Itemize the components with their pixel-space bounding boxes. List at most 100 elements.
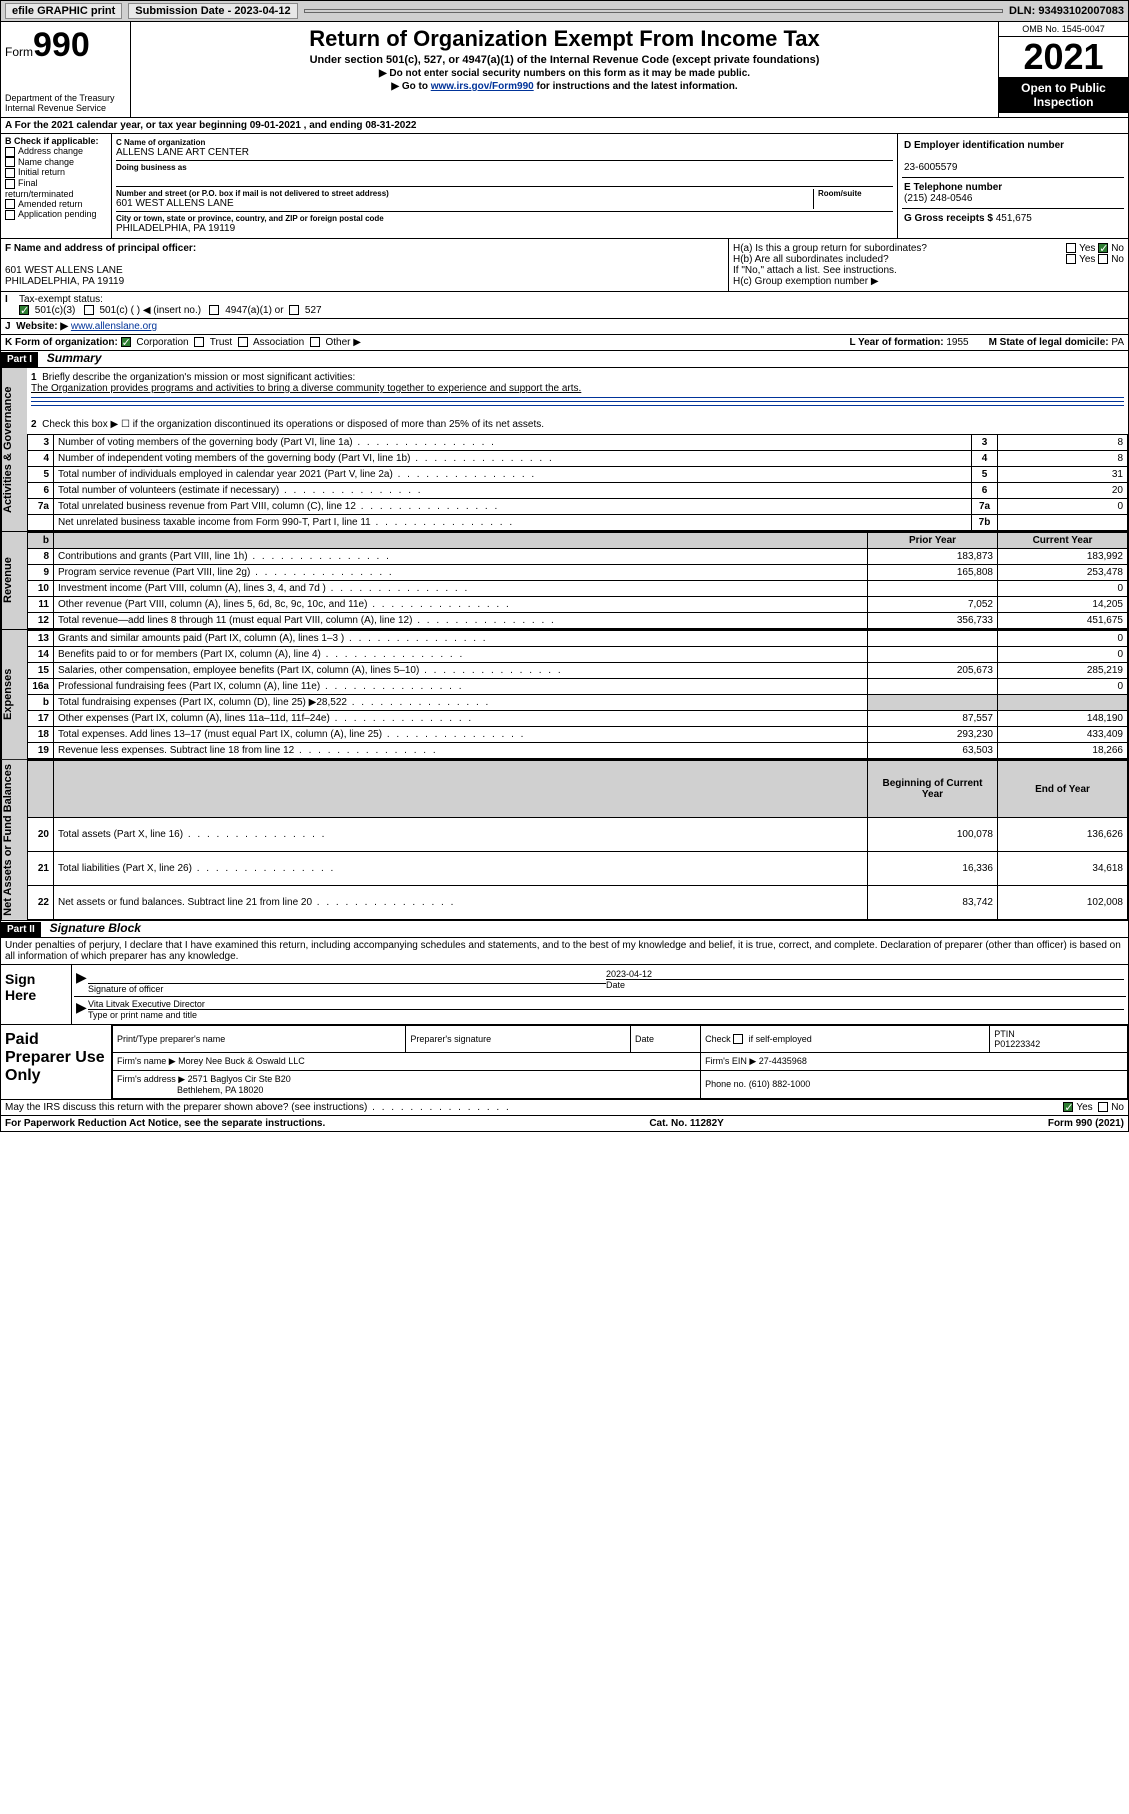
ein-label: D Employer identification number bbox=[904, 140, 1064, 151]
firm-addr-cell: Firm's address ▶ 2571 Baglyos Cir Ste B2… bbox=[113, 1070, 701, 1098]
checkbox-initial-return[interactable] bbox=[5, 168, 15, 178]
checkbox-name-change[interactable] bbox=[5, 157, 15, 167]
checkbox-trust[interactable] bbox=[194, 337, 204, 347]
line-curr bbox=[998, 695, 1128, 711]
line-num: 15 bbox=[28, 663, 54, 679]
line-val: 8 bbox=[998, 451, 1128, 467]
firm-ein-cell: Firm's EIN ▶ 27-4435968 bbox=[701, 1052, 1128, 1070]
header-mid: Return of Organization Exempt From Incom… bbox=[131, 22, 998, 117]
line-num: 9 bbox=[28, 565, 54, 581]
hb-yes-label: Yes bbox=[1079, 254, 1095, 265]
ha-yn: Yes No bbox=[1066, 243, 1124, 254]
hdr-spacer bbox=[54, 761, 868, 818]
section-h: H(a) Is this a group return for subordin… bbox=[728, 239, 1128, 291]
checkbox-address-change[interactable] bbox=[5, 147, 15, 157]
prep-h1: Print/Type preparer's name bbox=[113, 1025, 406, 1052]
city-label: City or town, state or province, country… bbox=[116, 214, 893, 223]
line-desc: Contributions and grants (Part VIII, lin… bbox=[54, 549, 868, 565]
sign-here-block: Sign Here ▶ Signature of officer 2023-04… bbox=[0, 965, 1129, 1025]
checkbox-501c3[interactable] bbox=[19, 305, 29, 315]
dln-label: DLN: 93493102007083 bbox=[1009, 5, 1124, 17]
discuss-no-checkbox[interactable] bbox=[1098, 1102, 1108, 1112]
opt-other: Other ▶ bbox=[325, 337, 360, 348]
line-box: 5 bbox=[972, 467, 998, 483]
checkbox-other[interactable] bbox=[310, 337, 320, 347]
hdr-begin: Beginning of Current Year bbox=[868, 761, 998, 818]
netassets-table: Beginning of Current Year End of Year20 … bbox=[27, 760, 1128, 920]
hb-yn: Yes No bbox=[1066, 254, 1124, 265]
discuss-text: May the IRS discuss this return with the… bbox=[5, 1102, 511, 1113]
efile-print-button[interactable]: efile GRAPHIC print bbox=[5, 3, 122, 19]
header-right: OMB No. 1545-0047 2021 Open to Public In… bbox=[998, 22, 1128, 117]
tax-year: 2021 bbox=[999, 37, 1128, 77]
officer-addr1: 601 WEST ALLENS LANE bbox=[5, 265, 123, 276]
discuss-label: May the IRS discuss this return with the… bbox=[5, 1102, 511, 1113]
line-desc: Revenue less expenses. Subtract line 18 … bbox=[54, 743, 868, 759]
line-prior: 356,733 bbox=[868, 613, 998, 629]
checkbox-self-employed[interactable] bbox=[733, 1034, 743, 1044]
part2-title: Signature Block bbox=[44, 919, 147, 937]
header-sub1: Under section 501(c), 527, or 4947(a)(1)… bbox=[135, 54, 994, 66]
section-f: F Name and address of principal officer:… bbox=[1, 239, 728, 291]
officer-name: Vita Litvak Executive Director bbox=[88, 999, 205, 1009]
l-value: 1955 bbox=[946, 337, 968, 348]
line-val: 8 bbox=[998, 435, 1128, 451]
checkbox-4947[interactable] bbox=[209, 305, 219, 315]
part1-header: Part I Summary bbox=[0, 351, 1129, 368]
irs-form990-link[interactable]: www.irs.gov/Form990 bbox=[431, 81, 534, 92]
officer-sig-line bbox=[88, 983, 606, 984]
form-header: Form990 Department of the Treasury Inter… bbox=[0, 22, 1129, 118]
line-num bbox=[28, 515, 54, 531]
prep-h2: Preparer's signature bbox=[406, 1025, 631, 1052]
part2-header: Part II Signature Block bbox=[0, 921, 1129, 938]
line-num: 8 bbox=[28, 549, 54, 565]
firm-phone: (610) 882-1000 bbox=[749, 1079, 811, 1089]
k-label: K Form of organization: bbox=[5, 337, 118, 348]
form-990-big: 990 bbox=[33, 26, 90, 64]
line-curr: 18,266 bbox=[998, 743, 1128, 759]
line-curr: 34,618 bbox=[998, 852, 1128, 886]
top-bar: efile GRAPHIC print Submission Date - 20… bbox=[0, 0, 1129, 22]
line-prior: 16,336 bbox=[868, 852, 998, 886]
arrow-icon: ▶ bbox=[76, 969, 88, 994]
header-sub3: ▶ Go to www.irs.gov/Form990 for instruct… bbox=[135, 81, 994, 92]
sign-fields: ▶ Signature of officer 2023-04-12 Date ▶… bbox=[71, 965, 1128, 1024]
entity-info-grid: B Check if applicable: Address change Na… bbox=[0, 134, 1129, 239]
ha-no-checkbox[interactable] bbox=[1098, 243, 1108, 253]
page-footer: For Paperwork Reduction Act Notice, see … bbox=[0, 1116, 1129, 1132]
section-b-header: B Check if applicable: bbox=[5, 136, 99, 146]
checkbox-501c[interactable] bbox=[84, 305, 94, 315]
section-c: C Name of organization ALLENS LANE ART C… bbox=[111, 134, 898, 238]
hdr-curr: Current Year bbox=[998, 533, 1128, 549]
checkbox-association[interactable] bbox=[238, 337, 248, 347]
hdr-prior: Prior Year bbox=[868, 533, 998, 549]
prep-h4-post: if self-employed bbox=[749, 1034, 812, 1044]
tax-exempt-label: Tax-exempt status: bbox=[19, 294, 103, 305]
checkbox-corporation[interactable] bbox=[121, 337, 131, 347]
ha-yes-checkbox[interactable] bbox=[1066, 243, 1076, 253]
activities-governance-block: Activities & Governance 1 Briefly descri… bbox=[0, 368, 1129, 532]
officer-addr2: PHILADELPHIA, PA 19119 bbox=[5, 276, 124, 287]
line-val: 31 bbox=[998, 467, 1128, 483]
checkbox-application-pending[interactable] bbox=[5, 210, 15, 220]
line-prior bbox=[868, 631, 998, 647]
line-curr: 451,675 bbox=[998, 613, 1128, 629]
hb-yes-checkbox[interactable] bbox=[1066, 254, 1076, 264]
line-curr: 433,409 bbox=[998, 727, 1128, 743]
line-prior: 205,673 bbox=[868, 663, 998, 679]
line-num: 10 bbox=[28, 581, 54, 597]
checkbox-amended-return[interactable] bbox=[5, 199, 15, 209]
line-box: 6 bbox=[972, 483, 998, 499]
hb-no-checkbox[interactable] bbox=[1098, 254, 1108, 264]
discuss-yes-checkbox[interactable] bbox=[1063, 1102, 1073, 1112]
prep-h4-pre: Check bbox=[705, 1034, 731, 1044]
line-desc: Salaries, other compensation, employee b… bbox=[54, 663, 868, 679]
website-link[interactable]: www.allenslane.org bbox=[71, 321, 157, 332]
discuss-yes-label: Yes bbox=[1076, 1102, 1092, 1113]
checkbox-final-return[interactable] bbox=[5, 179, 15, 189]
line-curr: 148,190 bbox=[998, 711, 1128, 727]
checkbox-527[interactable] bbox=[289, 305, 299, 315]
form-number: Form990 bbox=[5, 26, 126, 65]
submission-date-button[interactable]: Submission Date - 2023-04-12 bbox=[128, 3, 297, 19]
klm-row: K Form of organization: Corporation Trus… bbox=[0, 335, 1129, 351]
